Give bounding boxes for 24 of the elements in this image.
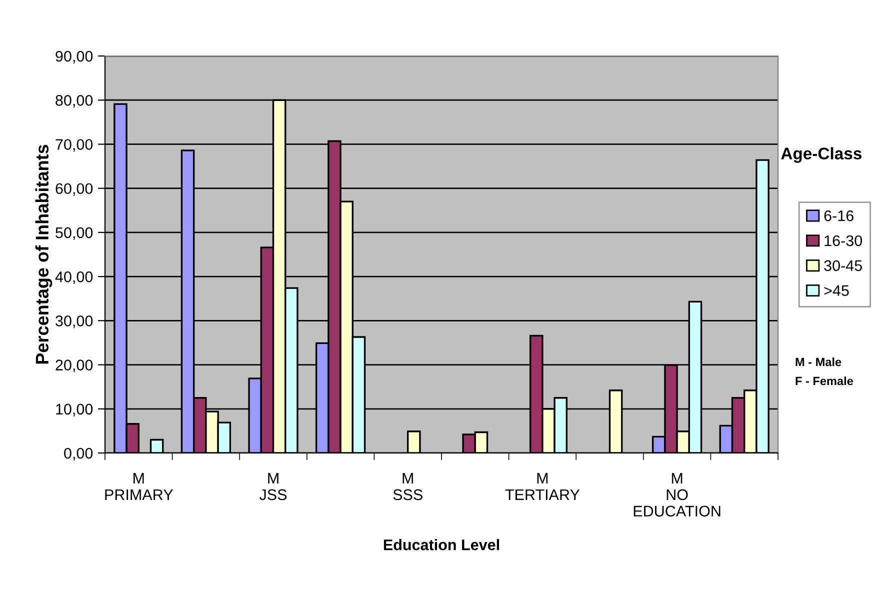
- x-tick-label: M PRIMARY: [105, 473, 173, 500]
- legend-title: Age-Class: [781, 147, 862, 163]
- text: M - Male: [796, 357, 842, 366]
- legend-label: 16-30: [824, 235, 862, 246]
- y-tick-label: 30,00: [56, 316, 93, 328]
- y-tick-label: 80,00: [56, 94, 93, 108]
- y-tick-label: 20,00: [56, 360, 93, 372]
- y-tick-label: 10,00: [56, 404, 93, 416]
- x-tick-label: M TERTIARY: [505, 473, 580, 500]
- y-tick-label: 70,00: [56, 139, 93, 152]
- x-axis-title: Education Level: [384, 539, 499, 550]
- y-tick-label: 90,00: [56, 50, 93, 64]
- legend-label: 6-16: [824, 210, 854, 222]
- x-tick-label: M NO EDUCATION: [634, 473, 720, 517]
- text: F - Female: [796, 376, 853, 386]
- y-tick-label: 50,00: [56, 227, 93, 240]
- y-tick-label: 60,00: [56, 183, 93, 196]
- y-tick-label: 40,00: [55, 271, 93, 284]
- x-tick-label: M JSS: [259, 473, 287, 500]
- y-axis-title: Percentage of Inhabitants: [35, 144, 52, 364]
- legend-label: 30-45: [824, 260, 862, 272]
- x-tick-label: M SSS: [393, 473, 422, 500]
- y-tick-label: 0,00: [64, 448, 93, 460]
- legend-label: >45: [824, 285, 849, 296]
